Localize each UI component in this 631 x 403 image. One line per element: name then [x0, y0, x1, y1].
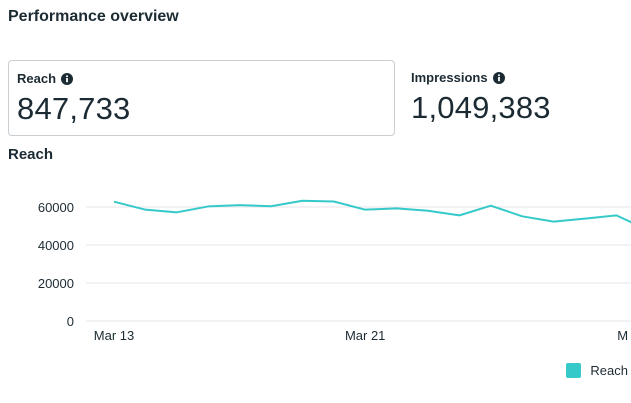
chart-legend[interactable]: Reach	[566, 363, 628, 378]
y-tick-label: 40000	[38, 238, 74, 253]
legend-swatch	[566, 363, 582, 378]
y-axis-ticks: 0 20000 40000 60000	[38, 200, 74, 329]
legend-label: Reach	[590, 363, 628, 378]
metric-label-row: Reach	[17, 71, 74, 86]
info-icon[interactable]	[492, 71, 505, 84]
metric-value: 847,733	[17, 91, 131, 126]
chart-title: Reach	[8, 146, 54, 163]
metric-label: Impressions	[411, 70, 488, 85]
chart-series	[113, 199, 631, 230]
x-tick-label: Mar 13	[94, 328, 134, 343]
x-axis-ticks: Mar 13 Mar 21 M	[94, 328, 628, 343]
metric-card-reach[interactable]: Reach 847,733	[8, 60, 395, 136]
metric-value: 1,049,383	[411, 90, 551, 125]
chart-grid	[86, 206, 631, 322]
info-icon[interactable]	[61, 72, 74, 85]
page-title: Performance overview	[8, 8, 179, 25]
y-tick-label: 0	[67, 314, 74, 329]
series-line-reach[interactable]	[113, 199, 631, 230]
x-tick-label: Mar 21	[345, 328, 385, 343]
metric-label-row: Impressions	[411, 70, 505, 85]
reach-line-chart: 0 20000 40000 60000 Mar 13 Mar 21 M	[38, 199, 631, 343]
metric-card-impressions[interactable]: Impressions 1,049,383	[403, 60, 631, 136]
y-tick-label: 60000	[38, 200, 74, 215]
x-tick-label: M	[617, 328, 628, 343]
y-tick-label: 20000	[38, 276, 74, 291]
metric-label: Reach	[17, 71, 57, 86]
